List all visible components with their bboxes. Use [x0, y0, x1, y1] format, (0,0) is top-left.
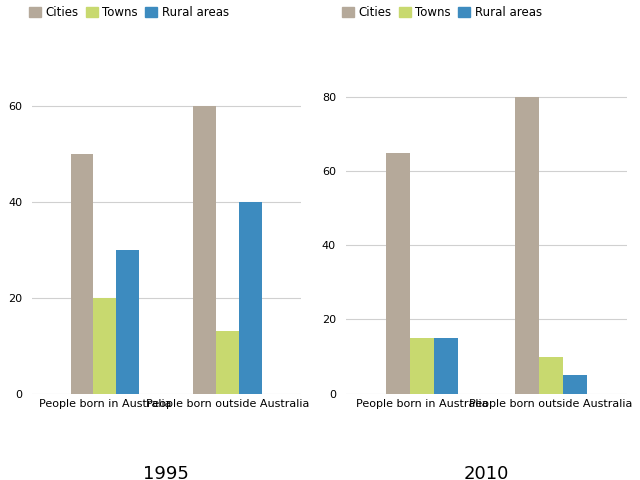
Legend: Cities, Towns, Rural areas: Cities, Towns, Rural areas [337, 1, 547, 24]
Bar [563, 375, 587, 394]
Text: 2010: 2010 [464, 466, 509, 480]
Bar [70, 154, 93, 394]
Bar [515, 97, 539, 394]
Bar [434, 338, 458, 394]
Bar [116, 250, 140, 394]
Bar [193, 106, 216, 394]
Bar [239, 202, 262, 394]
Legend: Cities, Towns, Rural areas: Cities, Towns, Rural areas [24, 1, 234, 24]
Bar [386, 153, 410, 394]
Bar [410, 338, 434, 394]
Text: 1995: 1995 [143, 466, 189, 480]
Bar [216, 331, 239, 394]
Bar [539, 357, 563, 394]
Bar [93, 298, 116, 394]
